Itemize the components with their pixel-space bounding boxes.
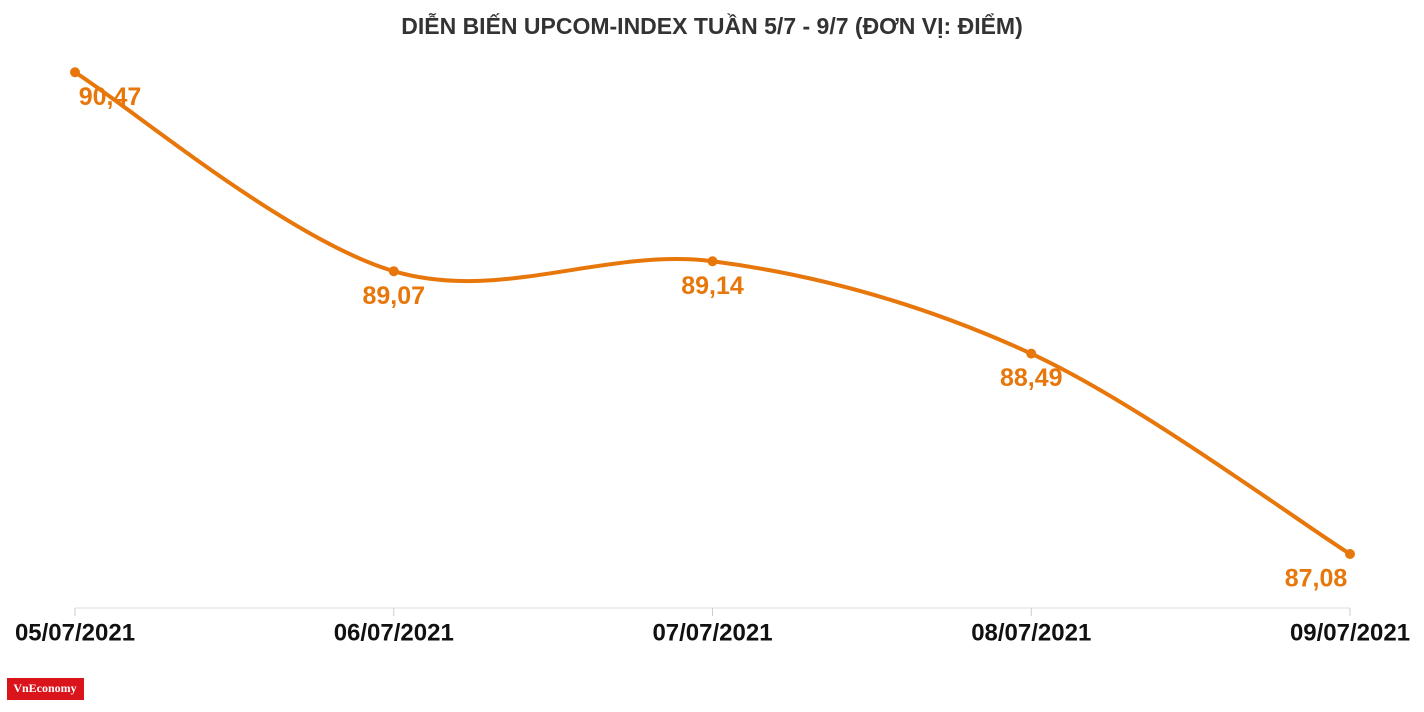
logo: VnEconomy: [13, 681, 76, 695]
point: [1345, 549, 1355, 559]
value-label: 87,08: [1285, 565, 1348, 593]
value-label: 89,14: [681, 272, 744, 300]
point: [707, 256, 718, 267]
x-tick-label: 09/07/2021: [1290, 619, 1410, 646]
value-label: 89,07: [362, 282, 425, 310]
point: [1026, 348, 1037, 359]
point: [70, 67, 80, 78]
value-label: 90,47: [79, 83, 142, 111]
line: [73, 70, 1352, 556]
point: [388, 266, 399, 277]
chart-title: DIỄN BIẾN UPCOM-INDEX TUẦN 5/7 - 9/7 (ĐƠ…: [401, 11, 1023, 39]
x-tick-label: 07/07/2021: [652, 619, 772, 646]
x-tick-label: 06/07/2021: [334, 619, 454, 646]
x-tick-label: 05/07/2021: [15, 619, 135, 646]
value-label: 88,49: [1000, 364, 1063, 392]
logo-box: [7, 678, 84, 700]
x-tick-label: 08/07/2021: [971, 619, 1091, 646]
